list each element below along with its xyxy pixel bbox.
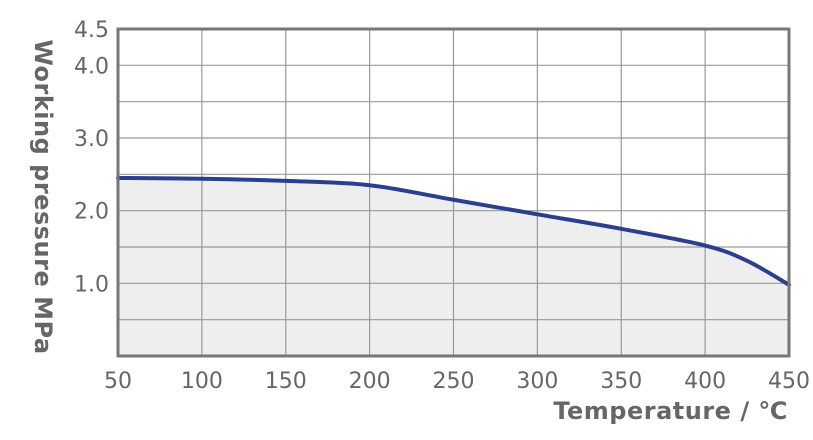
series-layer xyxy=(116,175,791,287)
y-tick-label: 4.0 xyxy=(74,54,109,79)
x-tick-label: 200 xyxy=(349,369,391,394)
x-tick-label: 250 xyxy=(433,369,475,394)
y-tick-label: 1.0 xyxy=(74,272,109,297)
y-tick-label: 4.5 xyxy=(74,18,109,43)
y-tick-label: 2.0 xyxy=(74,200,109,225)
y-axis-title: Working pressure MPa xyxy=(29,39,57,354)
series-line xyxy=(116,175,791,287)
y-tick-labels: 1.0 2.0 3.0 4.0 4.5 xyxy=(74,18,109,297)
x-tick-label: 400 xyxy=(684,369,726,394)
frame-layer xyxy=(116,27,791,358)
x-tick-label: 300 xyxy=(516,369,558,394)
x-axis-title: Temperature / ℃ xyxy=(553,397,788,425)
x-tick-label: 50 xyxy=(104,369,132,394)
x-tick-label: 350 xyxy=(600,369,642,394)
x-tick-labels: 50 100 150 200 250 300 350 400 450 xyxy=(104,369,810,394)
x-tick-label: 150 xyxy=(265,369,307,394)
y-tick-label: 3.0 xyxy=(74,127,109,152)
grid-layer xyxy=(118,29,789,356)
x-tick-label: 450 xyxy=(768,369,810,394)
x-tick-label: 100 xyxy=(181,369,223,394)
plot-frame xyxy=(116,27,791,358)
